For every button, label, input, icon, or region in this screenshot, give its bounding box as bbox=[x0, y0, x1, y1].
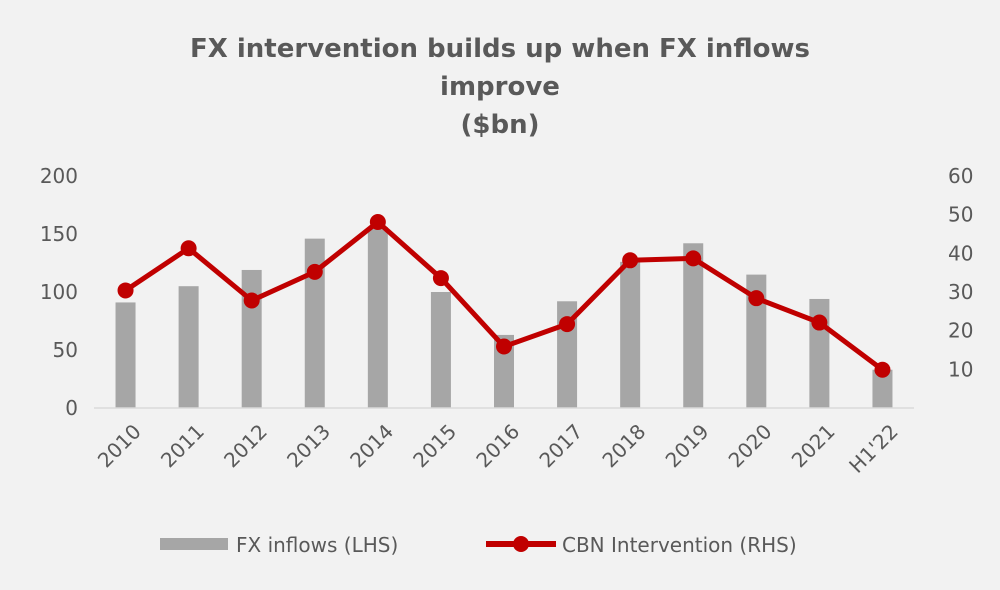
right-tick-10: 10 bbox=[948, 357, 973, 381]
bar-fx-inflows-2018 bbox=[620, 261, 641, 408]
bar-fx-inflows-H1'22 bbox=[872, 369, 893, 408]
point-cbn-intervention-2010 bbox=[117, 282, 134, 299]
legend-marker-cbn-intervention bbox=[513, 536, 529, 552]
bar-fx-inflows-2010 bbox=[115, 302, 136, 408]
line-layer bbox=[117, 214, 891, 378]
x-tick-2014: 2014 bbox=[345, 419, 398, 472]
point-cbn-intervention-2018 bbox=[622, 252, 639, 269]
bar-fx-inflows-2014 bbox=[367, 227, 388, 408]
point-cbn-intervention-H1'22 bbox=[874, 361, 891, 378]
left-tick-100: 100 bbox=[40, 280, 78, 304]
bar-fx-inflows-2020 bbox=[746, 274, 767, 408]
bars-layer bbox=[115, 227, 893, 408]
x-tick-2017: 2017 bbox=[534, 419, 587, 472]
point-cbn-intervention-2020 bbox=[748, 290, 765, 307]
x-tick-2011: 2011 bbox=[156, 419, 209, 472]
x-axis-ticks: 2010 2011 2012 2013 2014 2015 2016 2017 2018 2019… bbox=[93, 419, 903, 477]
left-tick-150: 150 bbox=[40, 222, 78, 246]
right-tick-20: 20 bbox=[948, 319, 973, 343]
bar-fx-inflows-2015 bbox=[430, 292, 451, 408]
right-axis-ticks: 10 20 30 40 50 60 bbox=[948, 164, 973, 381]
point-cbn-intervention-2014 bbox=[369, 214, 386, 231]
point-cbn-intervention-2021 bbox=[811, 314, 828, 331]
legend-swatch-fx-inflows bbox=[160, 538, 228, 550]
bar-fx-inflows-2012 bbox=[241, 269, 262, 408]
left-tick-200: 200 bbox=[40, 164, 78, 188]
x-tick-2010: 2010 bbox=[93, 419, 146, 472]
chart-title-line-3: ($bn) bbox=[460, 110, 540, 140]
x-tick-2020: 2020 bbox=[724, 419, 777, 472]
x-tick-2016: 2016 bbox=[471, 419, 524, 472]
x-tick-2013: 2013 bbox=[282, 419, 335, 472]
chart-title: FX intervention builds up when FX inflow… bbox=[0, 30, 1000, 144]
point-cbn-intervention-2019 bbox=[685, 250, 702, 267]
x-tick-2015: 2015 bbox=[408, 419, 461, 472]
legend-label-cbn-intervention: CBN Intervention (RHS) bbox=[562, 533, 797, 557]
bar-fx-inflows-2019 bbox=[683, 243, 704, 408]
right-tick-60: 60 bbox=[948, 164, 973, 188]
chart-title-line-1: FX intervention builds up when FX inflow… bbox=[190, 34, 810, 64]
point-cbn-intervention-2016 bbox=[496, 338, 512, 355]
legend-label-fx-inflows: FX inflows (LHS) bbox=[236, 533, 398, 557]
bar-fx-inflows-2016 bbox=[494, 334, 514, 408]
left-tick-50: 50 bbox=[53, 338, 78, 362]
point-cbn-intervention-2011 bbox=[180, 240, 197, 257]
right-tick-50: 50 bbox=[948, 203, 973, 227]
right-tick-40: 40 bbox=[948, 241, 973, 265]
bar-fx-inflows-2013 bbox=[304, 238, 325, 408]
point-cbn-intervention-2017 bbox=[559, 316, 576, 333]
point-cbn-intervention-2012 bbox=[243, 292, 260, 309]
x-tick-2021: 2021 bbox=[787, 419, 840, 472]
x-tick-2019: 2019 bbox=[661, 419, 714, 472]
right-tick-30: 30 bbox=[948, 280, 973, 304]
x-tick-H1'22: H1'22 bbox=[844, 419, 902, 477]
legend: FX inflows (LHS) CBN Intervention (RHS) bbox=[160, 533, 797, 557]
left-axis-ticks: 0 50 100 150 200 bbox=[40, 164, 78, 420]
chart-title-line-2: improve bbox=[440, 72, 560, 102]
point-cbn-intervention-2013 bbox=[306, 263, 323, 280]
left-tick-0: 0 bbox=[65, 396, 78, 420]
bar-fx-inflows-2011 bbox=[178, 286, 199, 408]
x-tick-2012: 2012 bbox=[219, 419, 272, 472]
x-tick-2018: 2018 bbox=[597, 419, 650, 472]
point-cbn-intervention-2015 bbox=[432, 270, 449, 287]
